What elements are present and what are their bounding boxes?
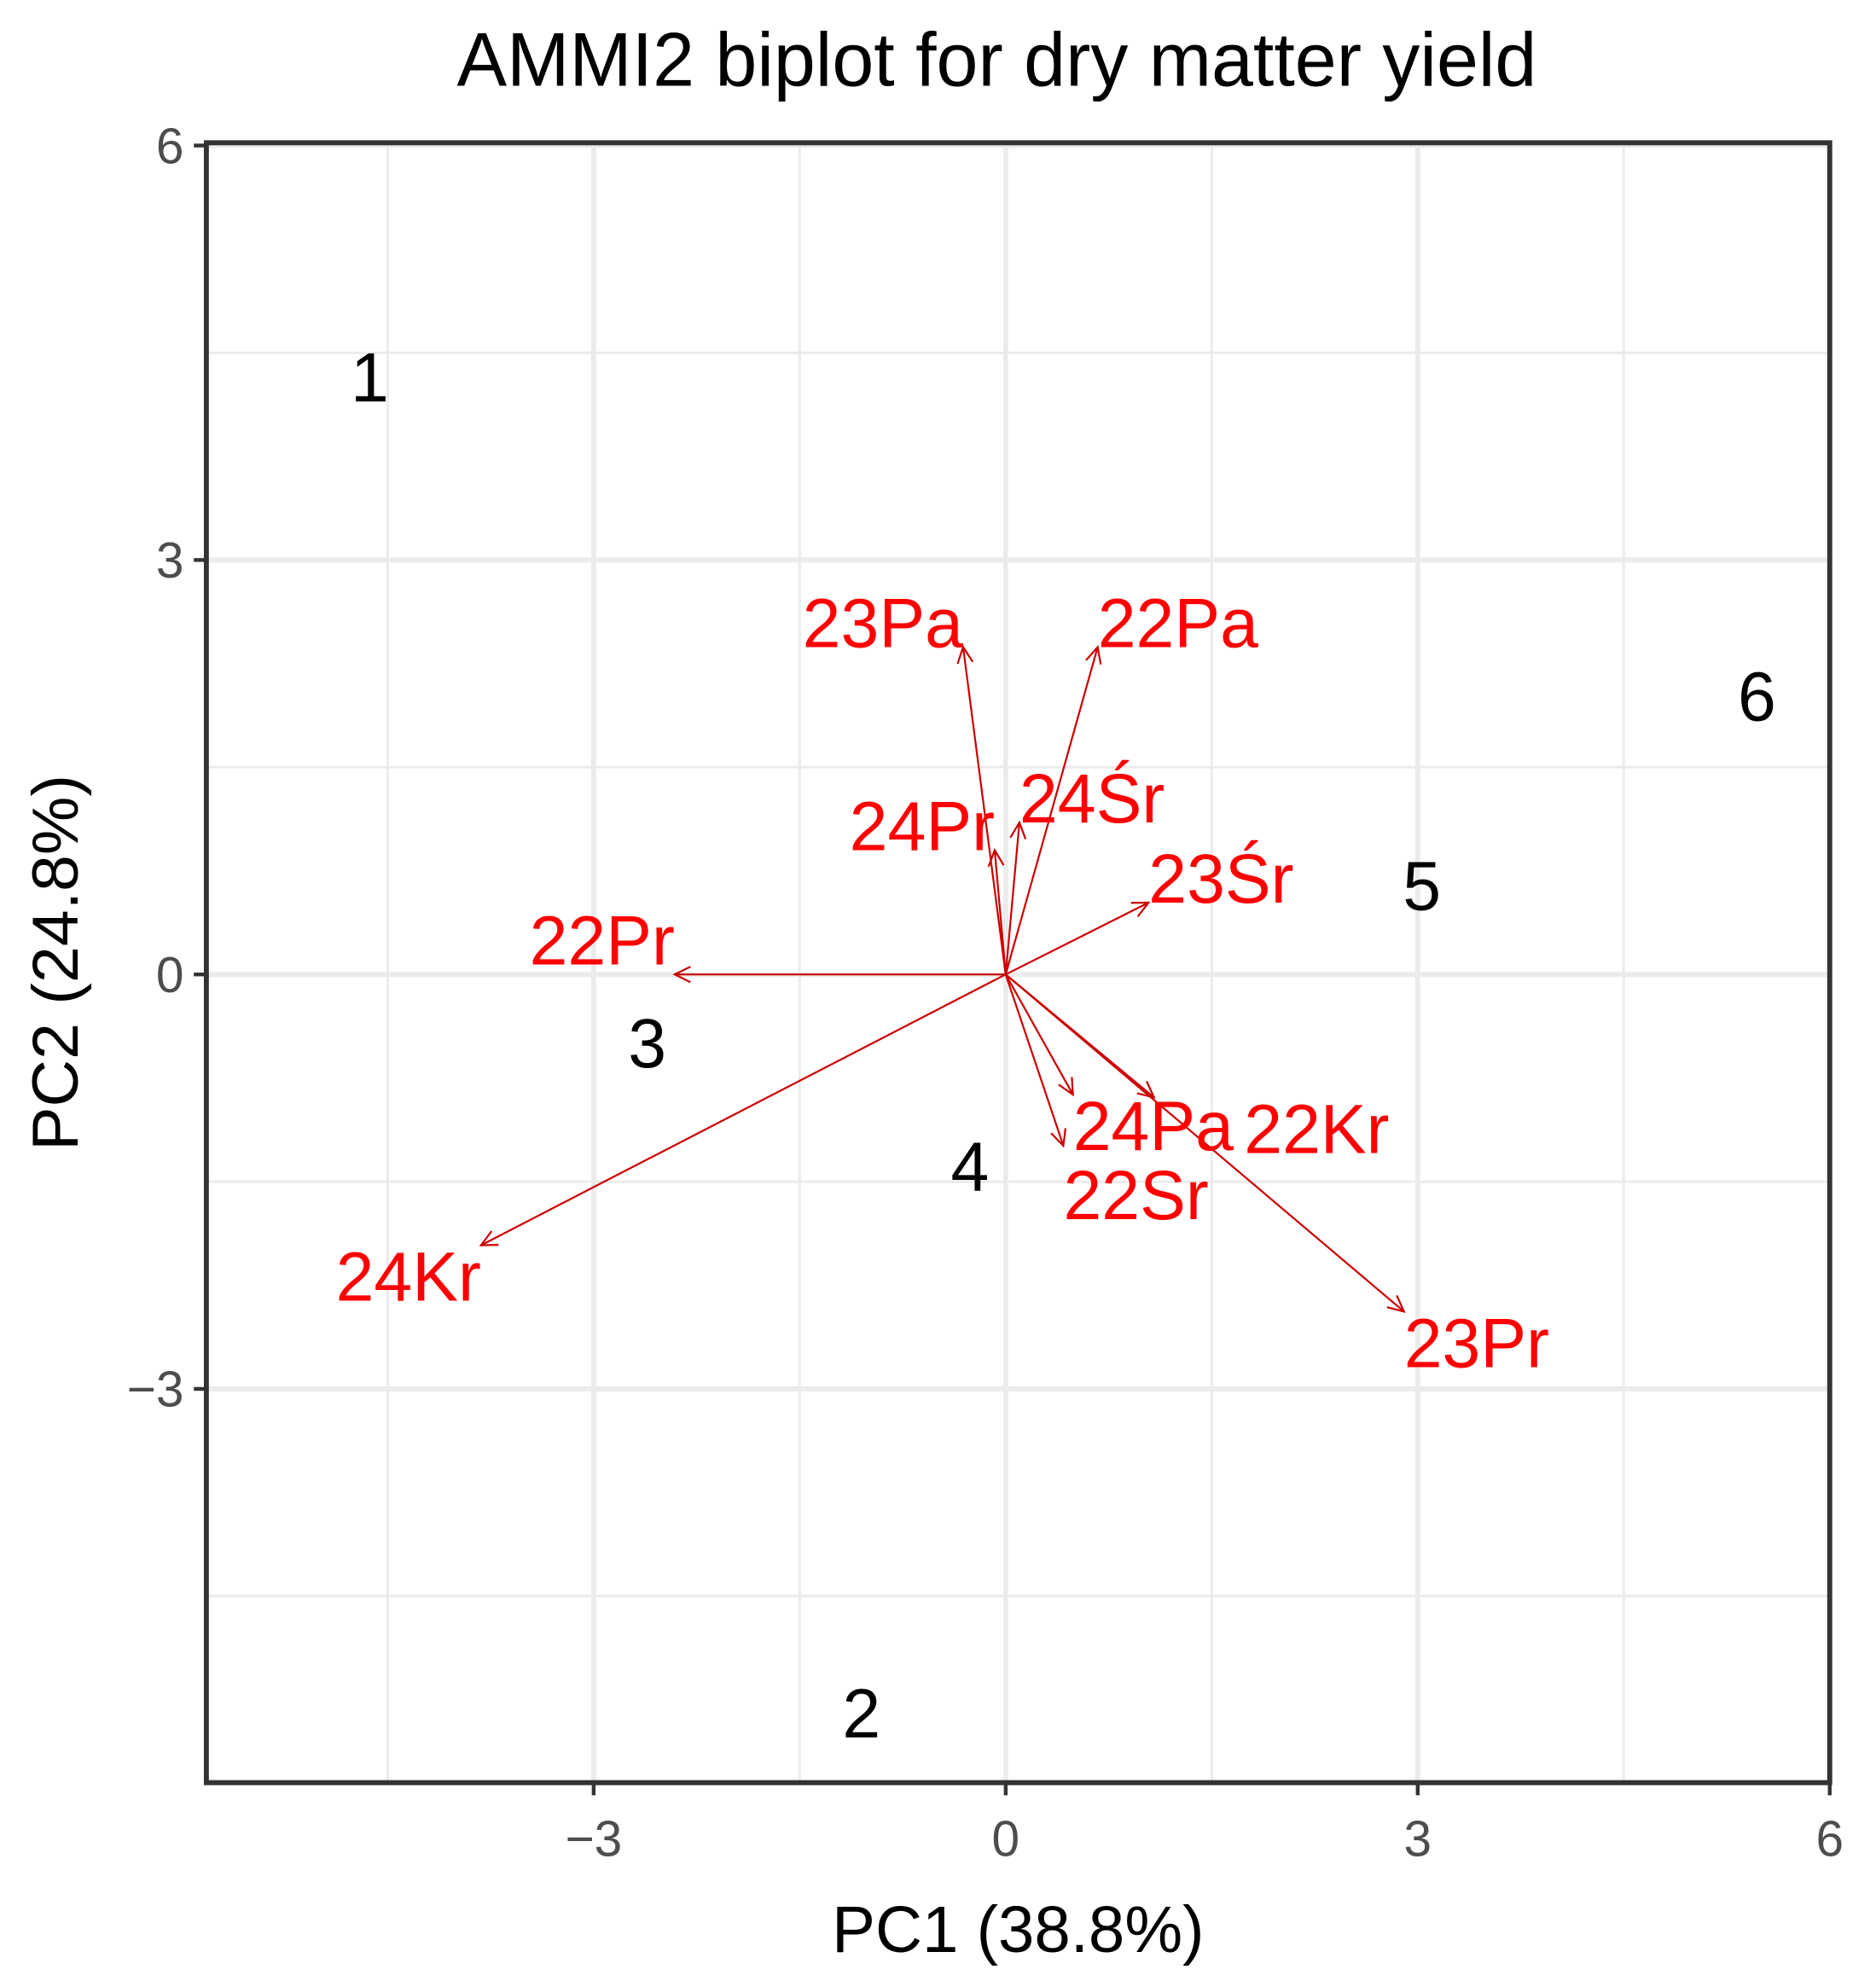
y-tick-label: −3 — [127, 1362, 184, 1417]
y-tick-label: 6 — [156, 119, 184, 174]
x-tick-label: −3 — [565, 1811, 622, 1867]
environment-arrow — [1004, 973, 1065, 1147]
arrowhead-icon — [987, 847, 1005, 868]
genotype-label: 1 — [351, 340, 389, 416]
environment-arrow — [1004, 647, 1099, 975]
environment-label: 22Pr — [530, 903, 675, 979]
arrowhead-icon — [1050, 1128, 1067, 1148]
environment-arrow — [1004, 822, 1021, 975]
arrowhead-icon — [1009, 820, 1027, 839]
environment-label: 23Śr — [1148, 840, 1293, 918]
genotype-label: 2 — [842, 1676, 880, 1752]
environment-arrow — [1005, 973, 1155, 1099]
chart-title: AMMI2 biplot for dry matter yield — [456, 17, 1536, 102]
genotype-label: 5 — [1403, 848, 1441, 925]
x-tick-label: 3 — [1403, 1811, 1432, 1867]
arrowhead-icon — [1136, 1081, 1156, 1099]
arrowhead-icon — [1130, 901, 1151, 918]
genotype-label: 4 — [951, 1129, 990, 1205]
arrowhead-icon — [1058, 1077, 1074, 1097]
plot-border — [203, 140, 1832, 1786]
environment-arrow — [961, 647, 1007, 975]
environment-label: 22Pa — [1098, 585, 1259, 662]
environment-label: 22Kr — [1244, 1091, 1389, 1168]
y-axis-title: PC2 (24.8%) — [20, 775, 92, 1151]
environment-arrow — [993, 850, 1007, 975]
arrowhead-icon — [479, 1230, 499, 1246]
x-tick-label: 6 — [1815, 1811, 1844, 1867]
environment-arrow — [480, 973, 1007, 1246]
axes: −3 0 3 6 −3 0 3 6 — [127, 119, 1844, 1867]
environment-arrow — [1004, 973, 1074, 1095]
x-tick-label: 0 — [992, 1811, 1020, 1867]
environment-label: 24Pr — [850, 788, 995, 865]
environment-label: 24Kr — [336, 1239, 481, 1316]
genotype-label: 3 — [628, 1006, 666, 1083]
x-axis-title: PC1 (38.8%) — [832, 1894, 1204, 1966]
y-tick-label: 3 — [156, 533, 184, 589]
arrowhead-icon — [956, 644, 974, 665]
environment-label: 22Sr — [1063, 1158, 1208, 1234]
environment-label: 23Pr — [1404, 1305, 1549, 1382]
y-tick-label: 0 — [156, 948, 184, 1003]
arrowhead-icon — [1085, 644, 1102, 665]
arrowhead-icon — [1386, 1294, 1406, 1313]
environment-label: 24Śr — [1019, 760, 1165, 838]
grid — [206, 142, 1832, 1783]
environment-label: 24Pa — [1073, 1089, 1234, 1165]
genotype-label: 6 — [1738, 659, 1776, 735]
arrowhead-icon — [672, 966, 691, 984]
environment-label: 23Pa — [803, 585, 964, 662]
environment-arrow — [1005, 901, 1149, 976]
